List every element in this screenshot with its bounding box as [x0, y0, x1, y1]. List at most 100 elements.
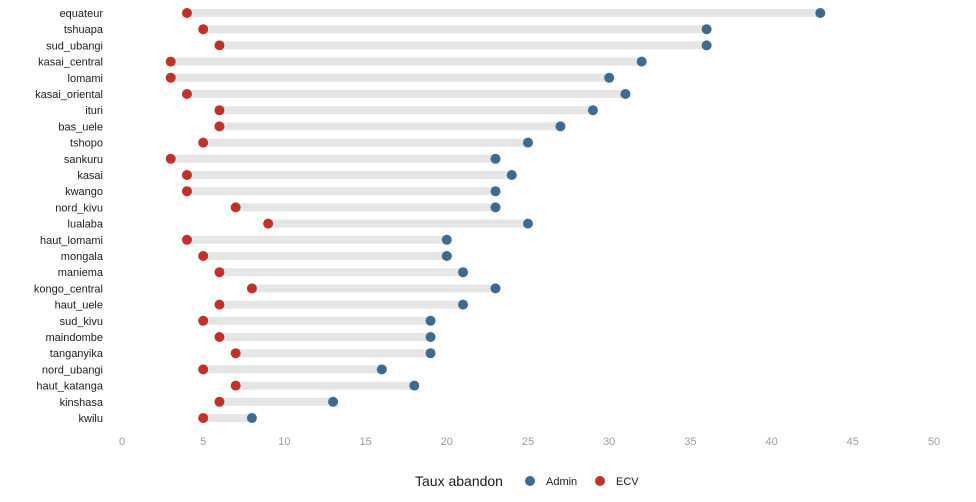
- x-tick-label: 35: [684, 436, 696, 448]
- admin-point: [328, 396, 339, 407]
- ecv-point: [181, 186, 192, 197]
- legend-ecv-marker: [595, 476, 605, 486]
- x-tick-label: 10: [278, 436, 290, 448]
- ecv-point: [198, 315, 209, 326]
- admin-point: [246, 413, 257, 423]
- ecv-point: [214, 299, 225, 310]
- x-tick-label: 5: [200, 436, 206, 448]
- admin-point: [409, 380, 420, 391]
- row-lomami: lomami: [68, 72, 615, 85]
- ecv-point: [214, 121, 225, 132]
- x-tick-label: 20: [441, 436, 453, 448]
- ecv-point: [230, 380, 241, 391]
- row-kinshasa: kinshasa: [60, 396, 339, 409]
- admin-point: [523, 218, 533, 229]
- x-tick-label: 45: [847, 436, 859, 448]
- admin-point: [490, 202, 501, 213]
- admin-point: [425, 332, 436, 342]
- admin-point: [701, 40, 712, 51]
- x-tick-label: 0: [119, 436, 125, 448]
- category-label: kwango: [65, 186, 103, 198]
- category-label: kasai: [77, 170, 103, 182]
- row-tanganyika: tanganyika: [50, 348, 436, 360]
- legend-title: Taux abandon: [415, 473, 503, 489]
- category-label: mongala: [61, 251, 104, 263]
- admin-point: [425, 348, 436, 359]
- ecv-point: [263, 218, 274, 229]
- category-label: bas_uele: [58, 121, 103, 133]
- ecv-point: [230, 348, 241, 359]
- category-label: nord_ubangi: [42, 364, 103, 376]
- admin-point: [441, 251, 452, 261]
- category-label: maindombe: [46, 332, 103, 344]
- row-mongala: mongala: [61, 251, 452, 263]
- x-tick-label: 25: [522, 436, 534, 448]
- row-tshuapa: tshuapa: [64, 24, 712, 36]
- ecv-point: [198, 413, 209, 423]
- admin-point: [490, 283, 501, 294]
- admin-point: [506, 170, 517, 180]
- row-sud_ubangi: sud_ubangi: [46, 40, 712, 52]
- x-axis: 0 5 10 15 20 25 30 35 40 45 50: [119, 436, 940, 448]
- row-kasai: kasai: [77, 170, 517, 182]
- category-label: equateur: [60, 8, 104, 20]
- admin-point: [620, 89, 631, 99]
- category-label: nord_kivu: [55, 202, 103, 214]
- admin-point: [441, 234, 452, 245]
- row-sud_kivu: sud_kivu: [60, 315, 436, 328]
- ecv-point: [181, 89, 192, 99]
- row-kongo_central: kongo_central: [34, 283, 501, 295]
- row-sankuru: sankuru: [64, 153, 501, 166]
- category-label: tshuapa: [64, 24, 104, 36]
- category-label: sud_ubangi: [46, 40, 103, 52]
- admin-point: [458, 299, 469, 310]
- admin-point: [523, 137, 533, 148]
- row-maniema: maniema: [58, 267, 469, 279]
- ecv-point: [198, 137, 209, 148]
- row-ituri: ituri: [85, 105, 598, 117]
- category-label: haut_uele: [55, 300, 103, 312]
- category-label: haut_katanga: [36, 381, 104, 393]
- row-kasai_central: kasai_central: [38, 56, 647, 69]
- category-label: ituri: [85, 105, 103, 117]
- admin-point: [555, 121, 566, 132]
- legend: Taux abandon Admin ECV: [415, 473, 639, 489]
- admin-point: [701, 24, 712, 35]
- ecv-point: [181, 170, 192, 180]
- ecv-point: [230, 202, 241, 213]
- legend-ecv-label: ECV: [616, 476, 639, 488]
- ecv-point: [214, 40, 225, 51]
- admin-point: [376, 364, 387, 375]
- category-label: lualaba: [68, 219, 104, 231]
- ecv-point: [214, 105, 225, 116]
- admin-point: [458, 267, 469, 278]
- row-maindombe: maindombe: [46, 332, 436, 344]
- row-bas_uele: bas_uele: [58, 121, 566, 133]
- category-label: lomami: [68, 73, 103, 85]
- row-haut_uele: haut_uele: [55, 299, 469, 312]
- category-label: maniema: [58, 267, 104, 279]
- ecv-point: [181, 234, 192, 245]
- category-label: kwilu: [79, 413, 103, 425]
- row-kwilu: kwilu: [79, 413, 257, 425]
- ecv-point: [214, 396, 225, 407]
- ecv-point: [198, 251, 209, 261]
- ecv-point: [198, 364, 209, 375]
- category-label: sud_kivu: [60, 316, 103, 328]
- row-kasai_oriental: kasai_oriental: [35, 89, 631, 101]
- ecv-point: [165, 56, 176, 67]
- legend-admin-marker: [525, 476, 535, 486]
- ecv-point: [165, 72, 176, 83]
- ecv-point: [198, 24, 209, 35]
- row-lualaba: lualaba: [68, 218, 533, 231]
- category-label: sankuru: [64, 154, 103, 166]
- x-tick-label: 50: [928, 436, 940, 448]
- admin-point: [815, 8, 826, 18]
- category-label: kinshasa: [60, 397, 104, 409]
- x-tick-label: 30: [603, 436, 615, 448]
- ecv-point: [214, 267, 225, 278]
- category-label: tshopo: [70, 138, 103, 150]
- row-tshopo: tshopo: [70, 137, 533, 150]
- category-label: haut_lomami: [40, 235, 103, 247]
